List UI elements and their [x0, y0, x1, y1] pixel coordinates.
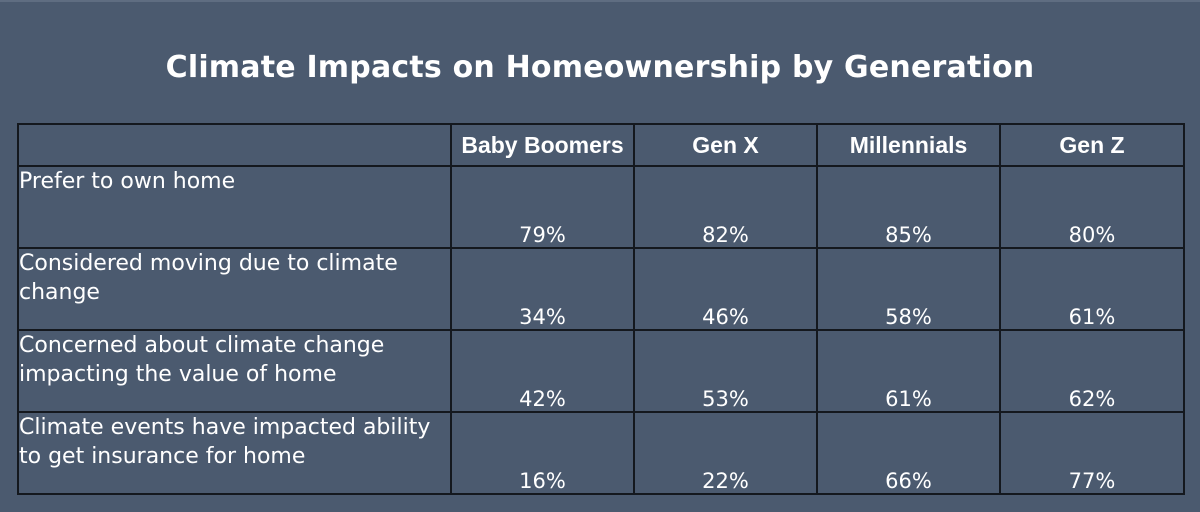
value-cell: 42%	[450, 329, 635, 413]
value-cell: 79%	[450, 165, 635, 249]
row-label: Prefer to own home	[17, 165, 452, 249]
table-row: Considered moving due to climate change …	[17, 247, 1185, 331]
top-divider	[0, 0, 1200, 2]
value-cell: 16%	[450, 411, 635, 495]
table-row: Climate events have impacted ability to …	[17, 411, 1185, 495]
value-cell: 80%	[999, 165, 1185, 249]
table-row: Concerned about climate change impacting…	[17, 329, 1185, 413]
value-cell: 53%	[633, 329, 818, 413]
data-table: Baby Boomers Gen X Millennials Gen Z Pre…	[17, 123, 1185, 495]
header-baby-boomers: Baby Boomers	[450, 123, 635, 167]
header-gen-x: Gen X	[633, 123, 818, 167]
value-cell: 82%	[633, 165, 818, 249]
value-cell: 34%	[450, 247, 635, 331]
row-label: Concerned about climate change impacting…	[17, 329, 452, 413]
value-cell: 58%	[816, 247, 1001, 331]
table-row: Prefer to own home 79% 82% 85% 80%	[17, 165, 1185, 249]
value-cell: 22%	[633, 411, 818, 495]
value-cell: 66%	[816, 411, 1001, 495]
value-cell: 61%	[999, 247, 1185, 331]
header-cell-empty	[17, 123, 452, 167]
value-cell: 62%	[999, 329, 1185, 413]
value-cell: 46%	[633, 247, 818, 331]
row-label: Considered moving due to climate change	[17, 247, 452, 331]
header-row: Baby Boomers Gen X Millennials Gen Z	[17, 123, 1185, 167]
value-cell: 77%	[999, 411, 1185, 495]
chart-title: Climate Impacts on Homeownership by Gene…	[165, 50, 1035, 85]
value-cell: 85%	[816, 165, 1001, 249]
value-cell: 61%	[816, 329, 1001, 413]
header-gen-z: Gen Z	[999, 123, 1185, 167]
header-millennials: Millennials	[816, 123, 1001, 167]
row-label: Climate events have impacted ability to …	[17, 411, 452, 495]
